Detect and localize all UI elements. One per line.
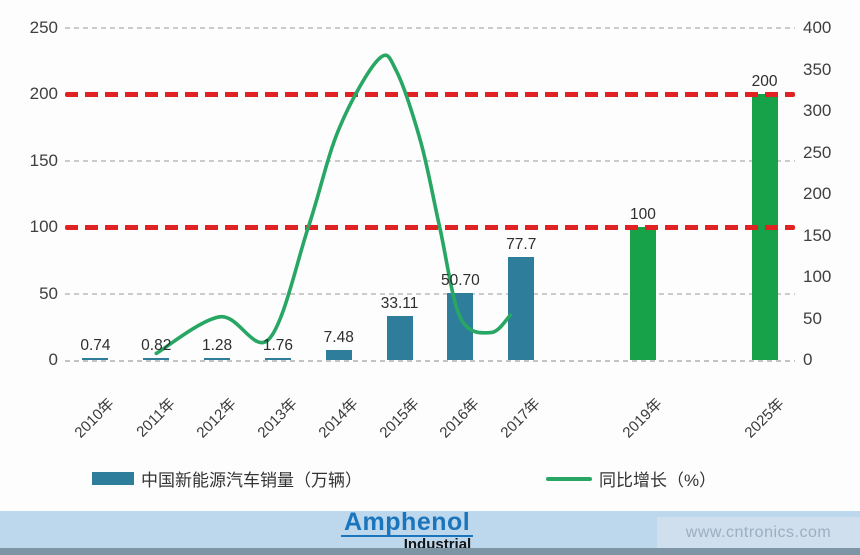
sales-bar — [386, 316, 413, 360]
x-axis-label: 2014年 — [315, 395, 362, 442]
left-axis-tick-label: 150 — [29, 150, 58, 170]
bar-value-label: 50.70 — [441, 272, 480, 289]
target-line — [65, 92, 795, 98]
right-axis-tick-label: 0 — [803, 350, 813, 369]
legend-item-growth: 同比增长（%） — [546, 466, 716, 491]
x-axis-label: 2011年 — [133, 395, 179, 441]
x-axis-label: 2017年 — [497, 395, 544, 442]
amphenol-logo: Amphenol Industrial — [341, 509, 474, 552]
x-axis-label: 2025年 — [741, 395, 788, 442]
gridline — [65, 27, 795, 29]
bar-series-swatch — [92, 472, 134, 485]
sales-bar — [629, 227, 656, 360]
bar-value-label: 100 — [629, 206, 656, 223]
bar-value-label: 0.82 — [141, 337, 172, 354]
sales-bar — [508, 257, 535, 360]
legend-label-growth: 同比增长（%） — [599, 471, 717, 490]
bar-value-label: 1.76 — [262, 337, 293, 354]
gridline — [65, 159, 795, 162]
right-axis-tick-label: 400 — [803, 18, 832, 37]
x-axis-label: 2015年 — [376, 395, 423, 442]
right-axis-tick-label: 350 — [803, 59, 832, 79]
sales-bar — [447, 293, 474, 360]
gridline — [65, 292, 795, 295]
sales-bar — [204, 358, 231, 360]
sales-bar — [143, 358, 170, 360]
right-axis-tick-label: 250 — [803, 142, 832, 162]
legend-item-sales: 中国新能源汽车销量（万辆） — [92, 466, 362, 491]
sales-bar — [82, 358, 109, 360]
line-series-swatch — [546, 476, 592, 481]
left-axis-tick-label: 100 — [29, 217, 58, 237]
sales-bar — [264, 358, 291, 360]
bar-value-label: 200 — [751, 73, 778, 90]
legend-label-sales: 中国新能源汽车销量（万辆） — [141, 471, 362, 490]
bar-value-label: 33.11 — [380, 295, 419, 312]
watermark-box: www.cntronics.com — [657, 517, 860, 548]
bar-value-label: 0.74 — [80, 337, 111, 354]
x-axis-label: 2016年 — [436, 395, 484, 442]
left-axis-tick-label: 50 — [39, 283, 58, 303]
bar-value-label: 7.48 — [323, 329, 354, 346]
x-axis-label: 2012年 — [193, 395, 240, 442]
right-axis-tick-label: 300 — [803, 101, 832, 120]
left-axis-tick-label: 250 — [29, 18, 58, 37]
left-axis-tick-label: 0 — [48, 350, 58, 369]
left-axis-tick-label: 200 — [29, 84, 58, 104]
x-axis-label: 2019年 — [619, 395, 666, 442]
right-axis-tick-label: 50 — [803, 308, 822, 328]
x-axis-label: 2010年 — [71, 395, 119, 442]
bar-value-label: 77.7 — [506, 236, 537, 253]
bottom-strip — [0, 548, 860, 555]
right-axis-tick-label: 100 — [803, 267, 832, 286]
right-axis-tick-label: 200 — [803, 184, 832, 203]
right-axis-tick-label: 150 — [803, 225, 832, 245]
sales-bar — [325, 350, 352, 360]
bar-value-label: 1.28 — [201, 337, 233, 354]
watermark-text: www.cntronics.com — [685, 523, 832, 541]
target-line — [65, 225, 795, 231]
logo-text-amphenol: Amphenol — [341, 509, 474, 537]
x-axis-baseline — [65, 360, 795, 362]
x-axis-label: 2013年 — [254, 395, 301, 442]
